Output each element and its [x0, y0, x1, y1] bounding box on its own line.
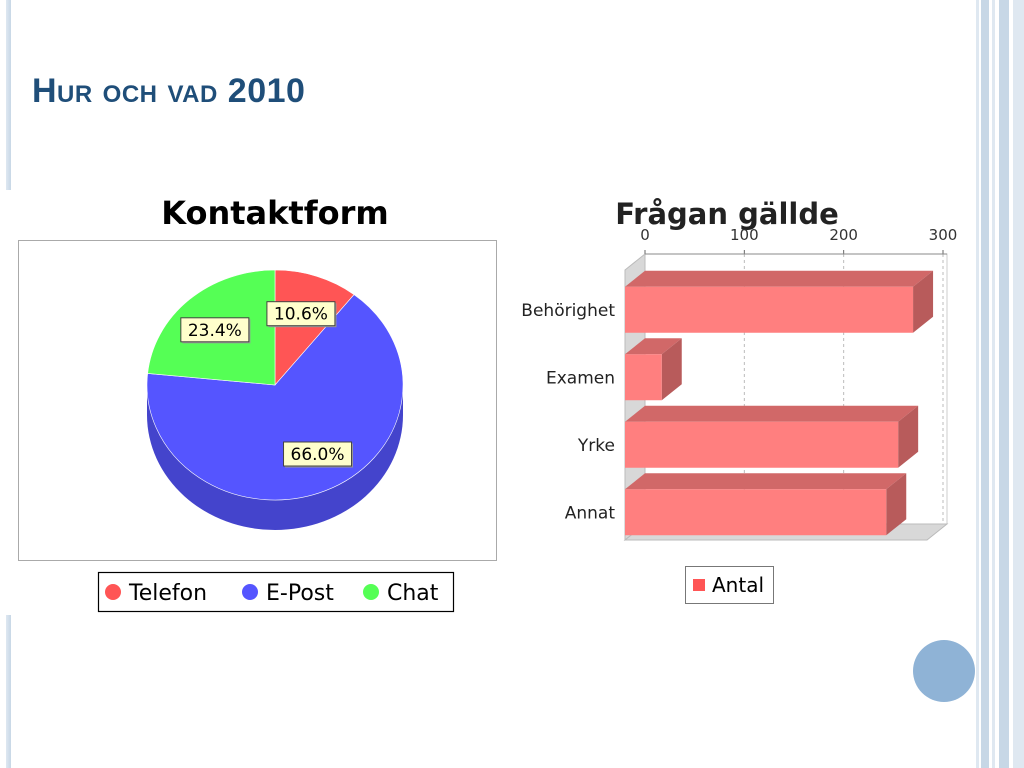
nav-circle-button[interactable]	[913, 640, 975, 702]
bar-legend: Antal	[685, 566, 774, 604]
pie-legend-swatch	[242, 584, 258, 600]
bar-1	[625, 338, 682, 401]
bar-0	[625, 270, 934, 333]
pie-value-label: 23.4%	[188, 321, 242, 341]
pie-chart: Kontaktform 10.6% 66.0% 23.4% Telefon E-Post C…	[18, 194, 497, 613]
bar-chart-title: Frågan gällde	[615, 197, 839, 231]
pie-value-label: 66.0%	[291, 445, 345, 465]
pie-value-label: 10.6%	[274, 305, 328, 325]
slide-title: Hur och vad 2010	[32, 72, 306, 110]
pie-legend-swatch	[363, 584, 379, 600]
right-decorative-bars	[976, 0, 1024, 768]
pie-label-box	[266, 301, 336, 327]
pie-label-box	[283, 441, 353, 467]
bar-category-label: Examen	[546, 368, 615, 388]
bar-legend-label: Antal	[712, 573, 764, 597]
pie-slice-telefon	[274, 269, 355, 386]
bar-front-face	[625, 489, 887, 536]
bar-legend-swatch	[693, 579, 705, 591]
bar-front-face	[625, 421, 899, 468]
bar-category-label: Yrke	[577, 436, 615, 456]
bar-chart-panel: Frågan gällde 0 100 200 300 Behörighet Examen Y…	[505, 190, 965, 615]
bar-tick-label: 100	[730, 226, 759, 244]
bar-end-face	[661, 338, 682, 401]
bar-end-face	[898, 405, 919, 468]
pie-legend-label: Telefon	[128, 581, 207, 606]
bar-top-face	[625, 270, 934, 287]
bar-3	[625, 473, 907, 536]
pie-chart-panel: Kontaktform 10.6% 66.0% 23.4% Telefon E-Post C…	[0, 190, 500, 615]
bar-top-face	[625, 473, 907, 490]
bar-end-face	[886, 473, 907, 536]
pie-legend-swatch	[105, 584, 121, 600]
bar-top-face	[625, 405, 919, 422]
bar-category-label: Annat	[565, 503, 616, 523]
pie-legend-label: Chat	[387, 581, 439, 606]
bar-2	[625, 405, 919, 468]
pie-chart-title: Kontaktform	[161, 194, 389, 232]
pie-legend-label: E-Post	[266, 581, 334, 606]
bar-category-label: Behörighet	[521, 301, 615, 321]
bar-end-face	[913, 270, 934, 333]
bar-front-face	[625, 354, 662, 401]
bar-front-face	[625, 286, 914, 333]
bar-tick-label: 200	[829, 226, 858, 244]
bar-tick-label: 0	[640, 226, 650, 244]
pie-label-box	[180, 317, 250, 343]
pie-legend: Telefon E-Post Chat	[97, 571, 455, 613]
bar-tick-label: 300	[929, 226, 958, 244]
bar-top-face	[625, 338, 682, 355]
pie-legend-frame	[97, 571, 455, 613]
